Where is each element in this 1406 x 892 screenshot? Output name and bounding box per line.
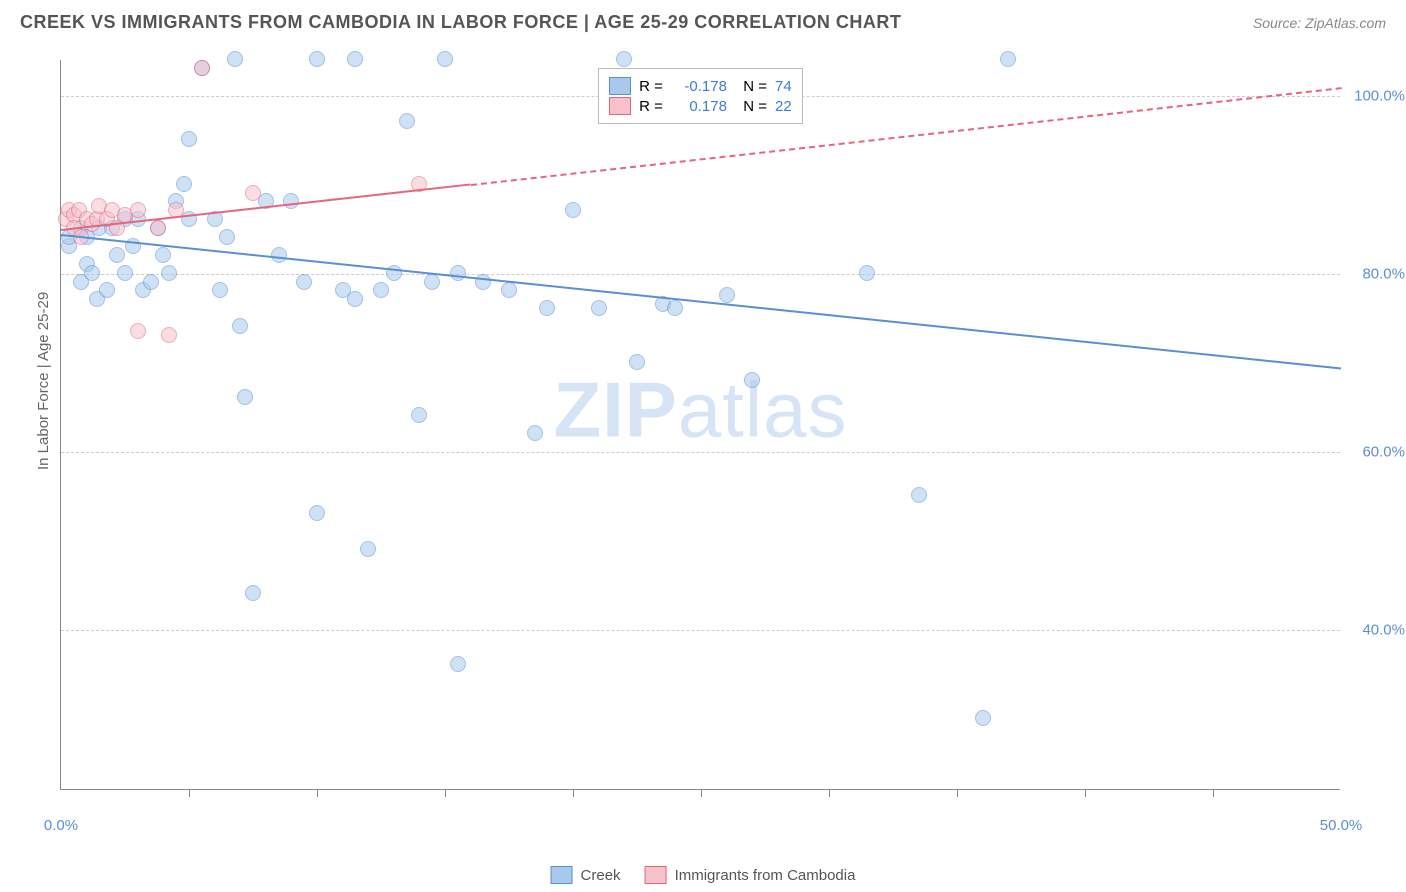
x-tick	[1213, 789, 1214, 797]
plot-area: ZIPatlas 40.0%60.0%80.0%100.0%0.0%50.0%R…	[60, 60, 1340, 790]
data-point	[411, 407, 427, 423]
data-point	[424, 274, 440, 290]
data-point	[176, 176, 192, 192]
data-point	[130, 323, 146, 339]
data-point	[237, 389, 253, 405]
data-point	[161, 265, 177, 281]
data-point	[181, 131, 197, 147]
data-point	[373, 282, 389, 298]
data-point	[527, 425, 543, 441]
data-point	[155, 247, 171, 263]
data-point	[99, 282, 115, 298]
x-tick	[957, 789, 958, 797]
data-point	[399, 113, 415, 129]
data-point	[143, 274, 159, 290]
data-point	[347, 291, 363, 307]
data-point	[1000, 51, 1016, 67]
data-point	[719, 287, 735, 303]
data-point	[161, 327, 177, 343]
y-tick-label: 60.0%	[1362, 443, 1405, 460]
data-point	[911, 487, 927, 503]
grid-line	[61, 630, 1340, 631]
data-point	[130, 202, 146, 218]
x-tick	[445, 789, 446, 797]
data-point	[347, 51, 363, 67]
y-tick-label: 40.0%	[1362, 621, 1405, 638]
data-point	[309, 505, 325, 521]
legend-label: Immigrants from Cambodia	[675, 867, 856, 884]
x-tick	[573, 789, 574, 797]
data-point	[283, 193, 299, 209]
data-point	[386, 265, 402, 281]
data-point	[616, 51, 632, 67]
legend-bottom: Creek Immigrants from Cambodia	[551, 866, 856, 884]
y-tick-label: 80.0%	[1362, 265, 1405, 282]
data-point	[975, 710, 991, 726]
chart-container: In Labor Force | Age 25-29 ZIPatlas 40.0…	[50, 50, 1386, 840]
legend-swatch	[609, 97, 631, 115]
x-tick-label: 50.0%	[1320, 817, 1363, 834]
x-tick	[189, 789, 190, 797]
data-point	[629, 354, 645, 370]
header: CREEK VS IMMIGRANTS FROM CAMBODIA IN LAB…	[0, 0, 1406, 41]
x-tick	[1085, 789, 1086, 797]
data-point	[219, 229, 235, 245]
legend-swatch	[551, 866, 573, 884]
data-point	[271, 247, 287, 263]
data-point	[296, 274, 312, 290]
data-point	[150, 220, 166, 236]
x-tick	[701, 789, 702, 797]
x-tick	[829, 789, 830, 797]
data-point	[475, 274, 491, 290]
x-tick-label: 0.0%	[44, 817, 78, 834]
watermark: ZIPatlas	[553, 364, 847, 455]
data-point	[227, 51, 243, 67]
grid-line	[61, 452, 1340, 453]
data-point	[539, 300, 555, 316]
x-tick	[317, 789, 318, 797]
data-point	[565, 202, 581, 218]
legend-stats-row: R = 0.178 N = 22	[609, 97, 792, 115]
legend-item: Immigrants from Cambodia	[645, 866, 856, 884]
data-point	[117, 265, 133, 281]
legend-stats-row: R = -0.178 N = 74	[609, 77, 792, 95]
trend-line	[61, 234, 1341, 370]
legend-swatch	[609, 77, 631, 95]
data-point	[245, 185, 261, 201]
data-point	[437, 51, 453, 67]
y-tick-label: 100.0%	[1354, 87, 1405, 104]
data-point	[591, 300, 607, 316]
data-point	[450, 265, 466, 281]
data-point	[859, 265, 875, 281]
data-point	[667, 300, 683, 316]
source-label: Source: ZipAtlas.com	[1253, 15, 1386, 31]
legend-swatch	[645, 866, 667, 884]
data-point	[212, 282, 228, 298]
data-point	[194, 60, 210, 76]
data-point	[84, 265, 100, 281]
data-point	[309, 51, 325, 67]
legend-label: Creek	[581, 867, 621, 884]
data-point	[245, 585, 261, 601]
grid-line	[61, 274, 1340, 275]
chart-title: CREEK VS IMMIGRANTS FROM CAMBODIA IN LAB…	[20, 12, 901, 33]
legend-stats: R = -0.178 N = 74 R = 0.178 N = 22	[598, 68, 803, 124]
data-point	[109, 247, 125, 263]
legend-item: Creek	[551, 866, 621, 884]
data-point	[744, 372, 760, 388]
data-point	[501, 282, 517, 298]
data-point	[450, 656, 466, 672]
data-point	[360, 541, 376, 557]
y-axis-label: In Labor Force | Age 25-29	[35, 292, 52, 470]
data-point	[232, 318, 248, 334]
